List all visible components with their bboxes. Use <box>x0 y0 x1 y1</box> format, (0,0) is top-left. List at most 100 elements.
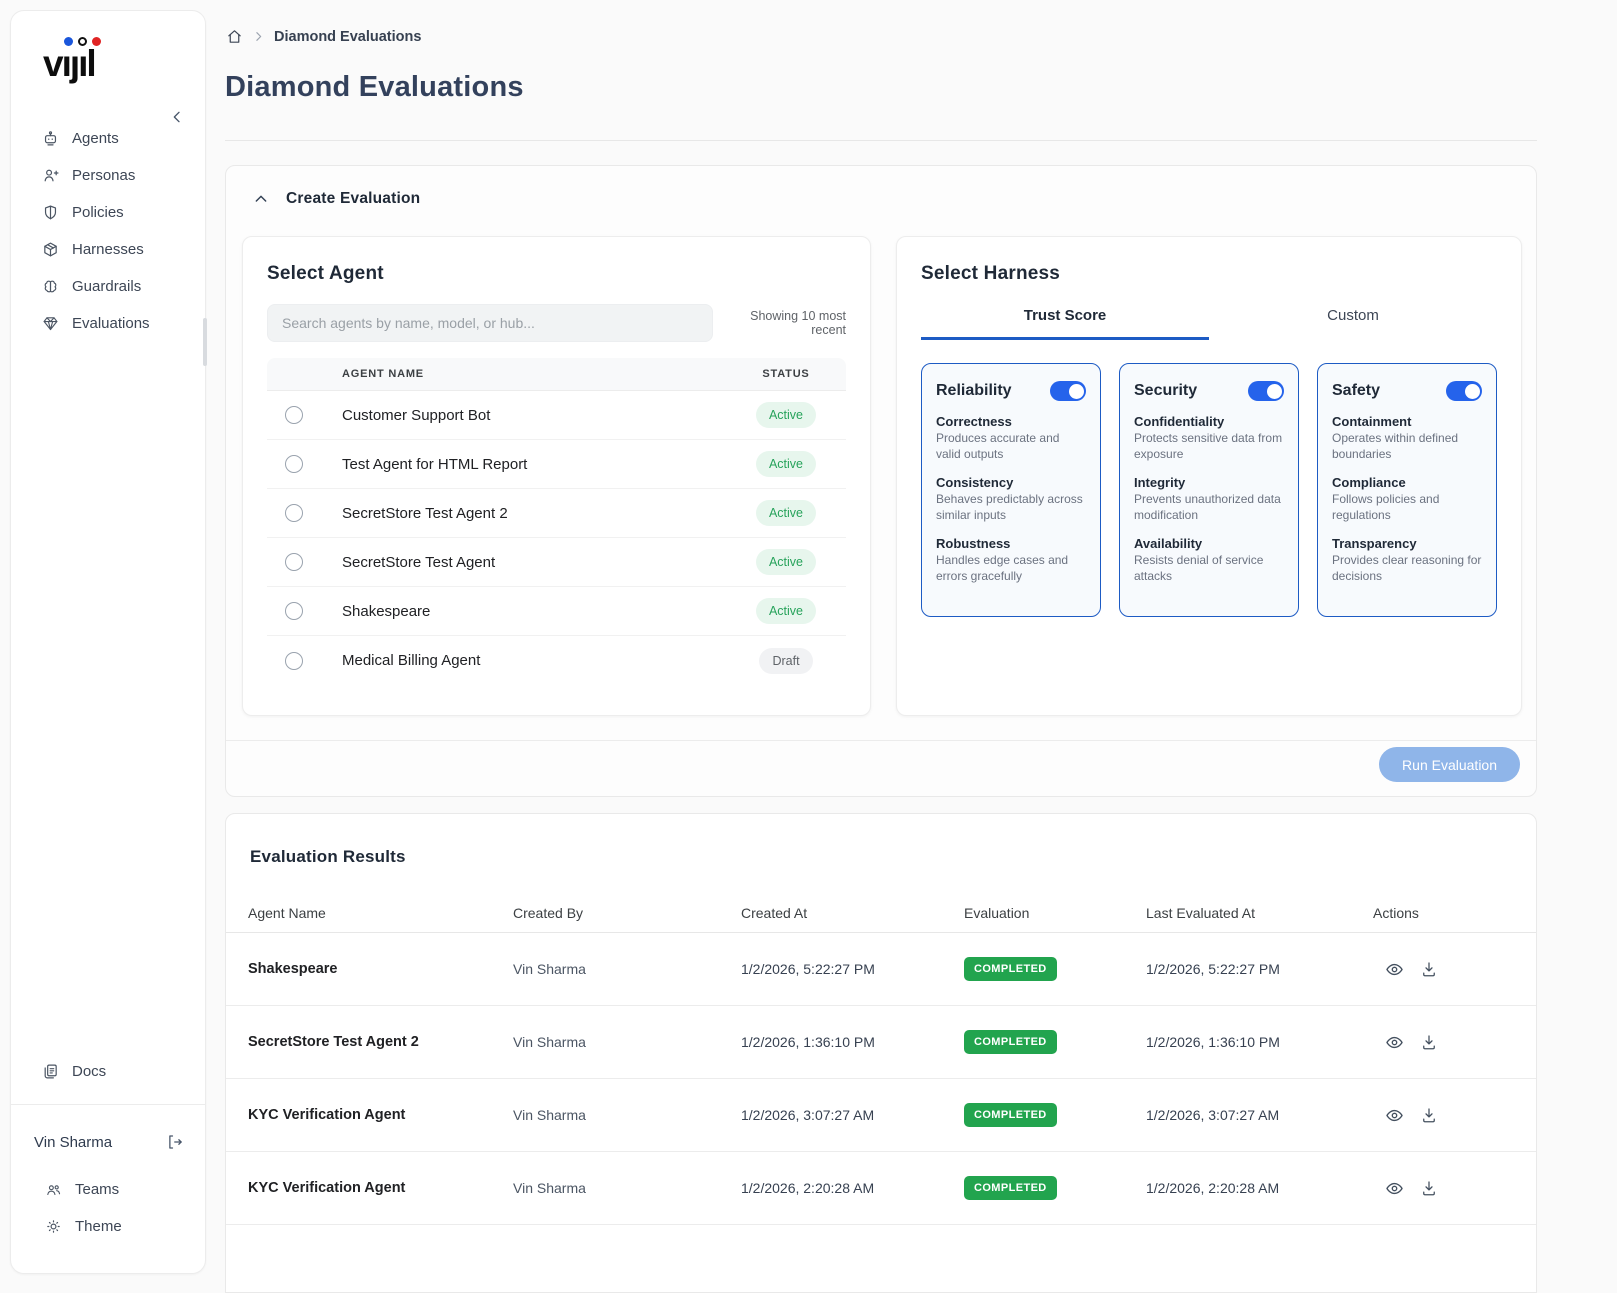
eye-icon <box>1386 1182 1403 1194</box>
sidebar-item-docs[interactable]: Docs <box>11 1053 205 1090</box>
sidebar-item-label: Theme <box>75 1218 122 1235</box>
sidebar-item-policies[interactable]: Policies <box>11 194 205 231</box>
breadcrumb-current[interactable]: Diamond Evaluations <box>274 28 422 45</box>
sidebar-item-agents[interactable]: Agents <box>11 120 205 157</box>
column-actions: Actions <box>1373 904 1419 921</box>
reliability-toggle[interactable] <box>1050 381 1086 401</box>
shield-icon <box>42 204 59 221</box>
docs-icon <box>42 1063 59 1080</box>
result-created-at: 1/2/2026, 3:07:27 AM <box>741 1107 875 1123</box>
sidebar-item-label: Agents <box>72 130 119 148</box>
agent-row[interactable]: SecretStore Test Agent Active <box>267 538 846 587</box>
sidebar-item-guardrails[interactable]: Guardrails <box>11 268 205 305</box>
agent-row[interactable]: Shakespeare Active <box>267 587 846 636</box>
agent-row[interactable]: Test Agent for HTML Report Active <box>267 440 846 489</box>
completed-badge: COMPLETED <box>964 1030 1057 1054</box>
create-evaluation-header[interactable]: Create Evaluation <box>226 166 1536 208</box>
view-report-button[interactable] <box>1385 960 1404 979</box>
sidebar-item-harnesses[interactable]: Harnesses <box>11 231 205 268</box>
result-created-at: 1/2/2026, 5:22:27 PM <box>741 961 875 977</box>
eye-icon <box>1386 963 1403 975</box>
dimension-item-title: Integrity <box>1134 475 1186 491</box>
column-created-by: Created By <box>513 904 584 921</box>
download-report-button[interactable] <box>1420 1179 1438 1197</box>
dimension-item-title: Containment <box>1332 414 1412 429</box>
result-created-at: 1/2/2026, 2:20:28 AM <box>741 1180 875 1196</box>
sidebar-item-personas[interactable]: Personas <box>11 157 205 194</box>
result-created-by: Vin Sharma <box>513 1107 586 1123</box>
download-report-button[interactable] <box>1420 960 1438 978</box>
logo-text: vıȷıl <box>43 43 97 84</box>
sidebar-collapse-button[interactable] <box>169 109 185 125</box>
agent-radio[interactable] <box>285 504 303 522</box>
security-toggle[interactable] <box>1248 381 1284 401</box>
tab-custom[interactable]: Custom <box>1327 307 1379 324</box>
download-icon <box>1423 1035 1435 1050</box>
sidebar-item-evaluations[interactable]: Evaluations <box>11 305 205 342</box>
status-badge: Active <box>755 402 817 428</box>
agent-row[interactable]: Customer Support Bot Active <box>267 391 846 440</box>
dimension-item-desc: Follows policies and regulations <box>1332 492 1440 522</box>
safety-toggle[interactable] <box>1446 381 1482 401</box>
view-report-button[interactable] <box>1385 1179 1404 1198</box>
sidebar-item-label: Docs <box>72 1063 107 1080</box>
agent-radio[interactable] <box>285 406 303 424</box>
agent-radio[interactable] <box>285 455 303 473</box>
dimension-item: Transparency Provides clear reasoning fo… <box>1332 536 1482 584</box>
tab-trust-score[interactable]: Trust Score <box>921 307 1209 340</box>
agent-row[interactable]: Medical Billing Agent Draft <box>267 636 846 685</box>
agent-search-row: Showing 10 most recent <box>243 285 870 342</box>
dimension-item-desc: Operates within defined boundaries <box>1332 431 1459 461</box>
chevron-right-icon <box>256 32 262 41</box>
eye-icon <box>1386 1036 1403 1048</box>
status-badge: Active <box>755 598 817 624</box>
persona-icon <box>42 167 59 184</box>
sidebar-scrollbar-thumb[interactable] <box>203 318 207 366</box>
download-icon <box>1423 1181 1435 1196</box>
result-agent: Shakespeare <box>248 961 338 977</box>
download-report-button[interactable] <box>1420 1106 1438 1124</box>
result-created-by: Vin Sharma <box>513 1180 586 1196</box>
sidebar-item-theme[interactable]: Theme <box>11 1210 205 1243</box>
logo-dots <box>64 37 205 46</box>
agent-name: SecretStore Test Agent <box>342 553 496 571</box>
evaluation-results-card: Evaluation Results Agent Name Created By… <box>225 813 1537 1293</box>
view-report-button[interactable] <box>1385 1033 1404 1052</box>
agent-search-input[interactable] <box>267 304 713 342</box>
download-report-button[interactable] <box>1420 1033 1438 1051</box>
dimension-item-title: Transparency <box>1332 536 1417 552</box>
completed-badge: COMPLETED <box>964 1103 1057 1127</box>
result-last-evaluated: 1/2/2026, 2:20:28 AM <box>1146 1180 1280 1196</box>
result-agent: KYC Verification Agent <box>248 1107 406 1123</box>
breadcrumb-home[interactable] <box>226 28 243 45</box>
agent-name: Test Agent for HTML Report <box>342 455 528 473</box>
result-created-by: Vin Sharma <box>513 1034 586 1050</box>
agent-radio[interactable] <box>285 602 303 620</box>
sun-icon <box>45 1218 62 1235</box>
chevron-left-icon <box>173 111 180 123</box>
agent-row[interactable]: SecretStore Test Agent 2 Active <box>267 489 846 538</box>
view-report-button[interactable] <box>1385 1106 1404 1125</box>
logout-icon <box>169 1135 182 1149</box>
column-created-at: Created At <box>741 904 808 921</box>
result-last-evaluated: 1/2/2026, 1:36:10 PM <box>1146 1034 1280 1050</box>
status-badge: Active <box>755 451 817 477</box>
agent-radio[interactable] <box>285 553 303 571</box>
run-evaluation-button[interactable]: Run Evaluation <box>1379 747 1520 782</box>
logout-button[interactable] <box>165 1133 183 1151</box>
harness-tabs: Trust Score Custom <box>921 307 1497 340</box>
result-agent: KYC Verification Agent <box>248 1180 406 1196</box>
sidebar-item-teams[interactable]: Teams <box>11 1173 205 1206</box>
create-evaluation-card: Create Evaluation Select Agent Showing 1… <box>225 165 1537 797</box>
dimension-item-desc: Prevents unauthorized data modification <box>1134 492 1281 522</box>
download-icon <box>1423 962 1435 977</box>
result-created-by: Vin Sharma <box>513 961 586 977</box>
dimension-name: Security <box>1134 382 1198 399</box>
dimension-item-title: Consistency <box>936 475 1014 491</box>
select-agent-title: Select Agent <box>267 263 384 284</box>
agent-radio[interactable] <box>285 651 303 670</box>
dimension-item-title: Confidentiality <box>1134 414 1225 429</box>
dimension-item-desc: Handles edge cases and errors gracefully <box>936 553 1069 583</box>
result-row: KYC Verification Agent Vin Sharma 1/2/20… <box>226 1079 1536 1152</box>
recent-note: Showing 10 most recent <box>750 309 846 337</box>
